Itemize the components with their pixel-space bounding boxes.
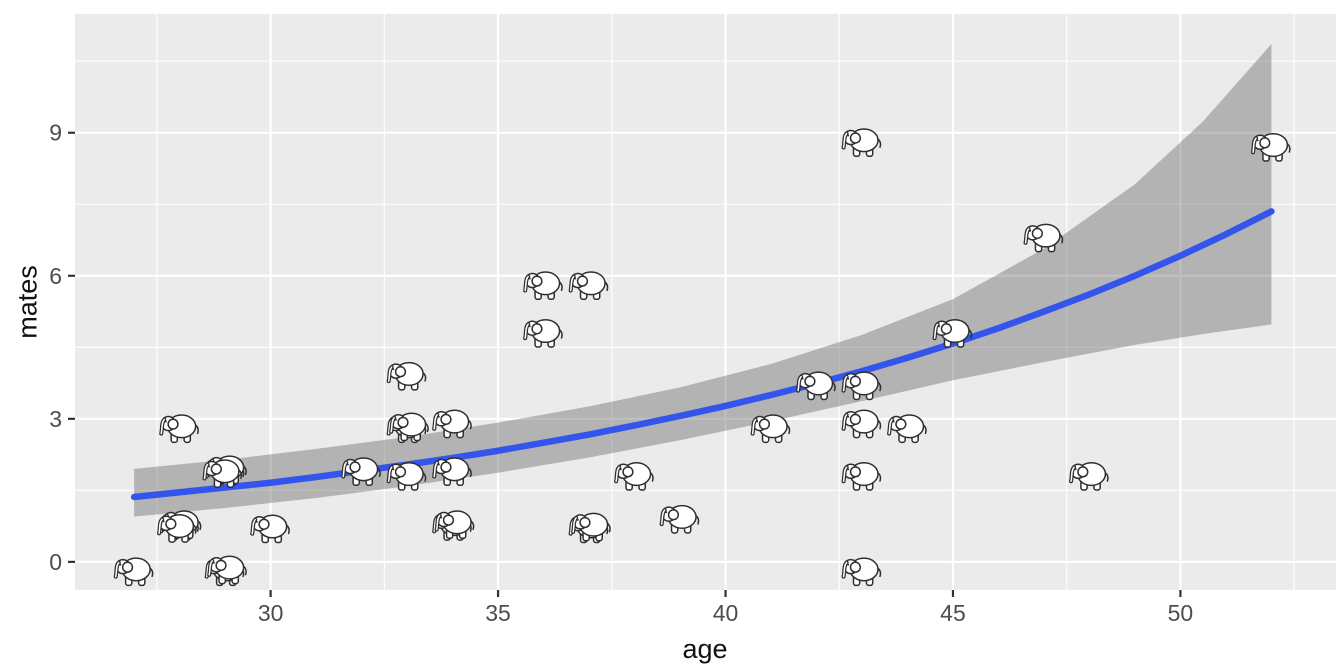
x-tick-label: 35 [485,600,511,626]
trend-line [130,208,1275,501]
x-tick-label: 50 [1168,600,1194,626]
y-tick-label: 0 [49,549,62,575]
x-tick-label: 30 [258,600,284,626]
y-tick-label: 6 [49,263,62,289]
confidence-ribbon [134,44,1272,517]
plot-panel [75,14,1336,590]
y-axis-title: mates [12,265,43,339]
y-tick-label: 9 [49,120,62,146]
x-tick-label: 45 [940,600,966,626]
y-tick-label: 3 [49,406,62,432]
x-tick-label: 40 [713,600,739,626]
x-axis-title: age [682,634,728,664]
